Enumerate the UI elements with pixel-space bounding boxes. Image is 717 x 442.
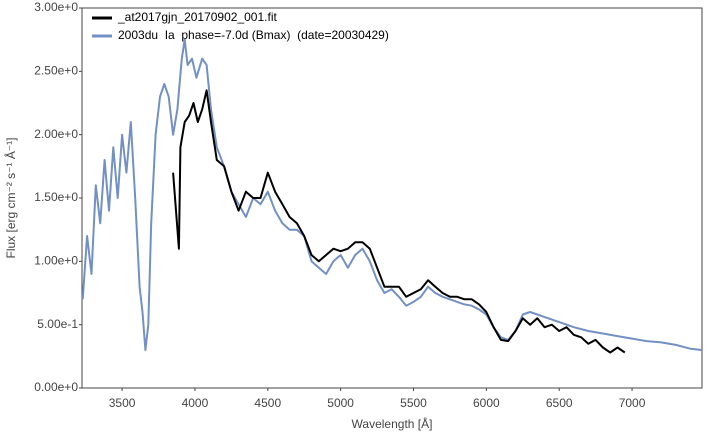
y-tick-label: 3.00e+0 <box>34 0 78 14</box>
x-tick-label: 6000 <box>473 396 500 410</box>
x-axis-label: Wavelength [Å] <box>352 416 433 431</box>
x-tick-label: 4500 <box>254 396 281 410</box>
y-axis-label: Flux [erg cm⁻² s⁻¹ Å⁻¹] <box>3 137 18 258</box>
x-tick-label: 6500 <box>546 396 573 410</box>
y-tick-label: 1.50e+0 <box>34 190 78 204</box>
spectrum-line <box>81 38 703 351</box>
x-tick-label: 5500 <box>400 396 427 410</box>
legend-label: 2003du Ia phase=-7.0d (Bmax) (date=20030… <box>118 28 389 42</box>
x-tick-label: 4000 <box>182 396 209 410</box>
y-tick-label: 0.00e+0 <box>34 380 78 394</box>
spectrum-line <box>172 89 626 354</box>
y-tick-label: 5.00e-1 <box>37 317 78 331</box>
x-tick-label: 5000 <box>327 396 354 410</box>
y-tick-label: 2.50e+0 <box>34 64 78 78</box>
x-tick-label: 7000 <box>619 396 646 410</box>
x-tick-label: 3500 <box>109 396 136 410</box>
y-tick-label: 1.00e+0 <box>34 254 78 268</box>
y-tick-label: 2.00e+0 <box>34 127 78 141</box>
legend-label: _at2017gjn_20170902_001.fit <box>117 10 277 24</box>
